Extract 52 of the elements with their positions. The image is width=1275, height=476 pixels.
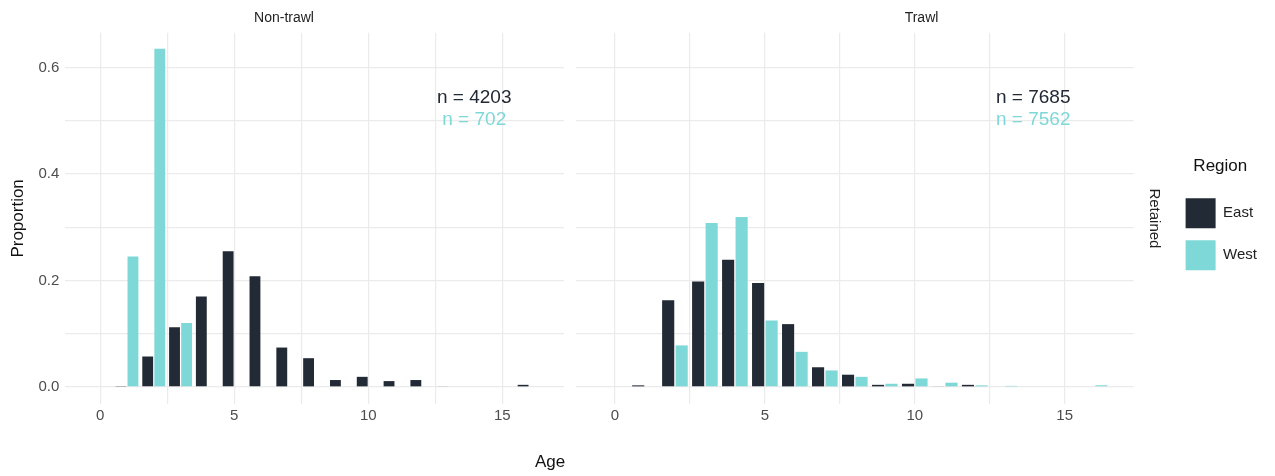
- y-axis-title: Proportion: [7, 179, 27, 258]
- bar: [662, 300, 675, 387]
- x-tick-label: 0: [95, 406, 105, 424]
- chart-title: Trawl: [904, 9, 939, 26]
- x-tick-label: 0: [610, 406, 620, 424]
- chart-title: Non-trawl: [254, 9, 314, 26]
- bar: [169, 327, 180, 387]
- bar: [276, 347, 288, 387]
- y-tick-label: 0.4: [38, 164, 60, 182]
- bar: [127, 256, 139, 387]
- y-tick-label: 0.0: [38, 377, 60, 395]
- x-tick-label: 15: [1056, 406, 1073, 424]
- bar: [303, 358, 315, 387]
- bar: [722, 259, 735, 387]
- bar: [735, 217, 748, 387]
- bar: [181, 323, 193, 387]
- bar: [841, 374, 855, 387]
- bar: [795, 351, 808, 387]
- bar: [825, 370, 838, 387]
- legend-label: West: [1223, 245, 1258, 263]
- bar: [249, 276, 261, 387]
- y-tick-label: 0.6: [38, 57, 60, 75]
- annotation: n = 702: [442, 108, 507, 130]
- bar: [782, 324, 795, 387]
- bar: [154, 48, 166, 387]
- legend-title: Region: [1193, 155, 1248, 175]
- y2-axis-title: Retained: [1147, 188, 1165, 249]
- x-tick-label: 15: [493, 406, 511, 424]
- x-tick-label: 10: [906, 406, 924, 424]
- bar: [765, 320, 778, 387]
- annotation: n = 4203: [436, 86, 512, 108]
- bar: [329, 380, 341, 387]
- bar: [855, 376, 868, 387]
- annotation: n = 7685: [995, 86, 1071, 108]
- x-tick-label: 5: [230, 406, 239, 424]
- legend-label: East: [1223, 203, 1254, 221]
- bar: [705, 222, 718, 387]
- x-tick-label: 5: [760, 406, 770, 424]
- bar: [915, 378, 928, 387]
- bar: [675, 345, 688, 387]
- bar: [356, 376, 368, 387]
- y-tick-label: 0.2: [38, 270, 60, 288]
- annotation: n = 7562: [995, 108, 1071, 130]
- bar: [222, 251, 234, 387]
- bar: [752, 283, 765, 387]
- bar: [812, 367, 825, 387]
- bar: [410, 380, 422, 387]
- bar: [692, 281, 705, 387]
- bar: [142, 356, 154, 387]
- bar: [195, 296, 207, 387]
- x-axis-title: Age: [533, 452, 567, 472]
- x-tick-label: 10: [359, 406, 377, 424]
